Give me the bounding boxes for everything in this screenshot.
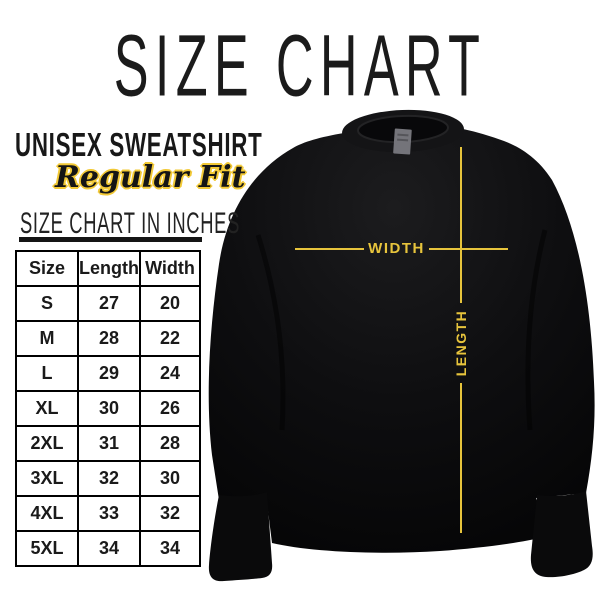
- length-cell: 34: [77, 530, 141, 567]
- table-heading-underline: [19, 237, 202, 242]
- product-subtitle: UNISEX SWEATSHIRT: [15, 126, 263, 164]
- width-cell: 22: [139, 320, 201, 357]
- table-row: L 29 24: [15, 355, 201, 392]
- table-row: 2XL 31 28: [15, 425, 201, 462]
- size-cell: 5XL: [15, 530, 79, 567]
- width-line-right-segment: [429, 248, 508, 250]
- length-cell: 29: [77, 355, 141, 392]
- length-measure-label: LENGTH: [453, 309, 469, 377]
- size-cell: L: [15, 355, 79, 392]
- width-cell: 20: [139, 285, 201, 322]
- size-cell: 4XL: [15, 495, 79, 532]
- size-table-header-row: Size Length Width: [15, 250, 201, 287]
- width-cell: 28: [139, 425, 201, 462]
- sweatshirt-body: [208, 110, 595, 553]
- width-column-header: Width: [139, 250, 201, 287]
- neck-tag-icon: [393, 128, 412, 155]
- table-row: 3XL 32 30: [15, 460, 201, 497]
- page-title: SIZE CHART: [113, 17, 487, 116]
- right-cuff: [530, 491, 593, 578]
- length-cell: 28: [77, 320, 141, 357]
- size-table: Size Length Width S 27 20 M 28 22 L 29 2…: [15, 250, 201, 567]
- length-line-top-segment: [460, 147, 462, 303]
- width-cell: 34: [139, 530, 201, 567]
- fit-label: Regular Fit: [55, 160, 246, 195]
- length-cell: 31: [77, 425, 141, 462]
- size-cell: M: [15, 320, 79, 357]
- left-cuff: [208, 492, 273, 582]
- table-row: XL 30 26: [15, 390, 201, 427]
- size-cell: 3XL: [15, 460, 79, 497]
- width-measure-label: WIDTH: [368, 240, 425, 257]
- size-cell: XL: [15, 390, 79, 427]
- table-row: 5XL 34 34: [15, 530, 201, 567]
- width-cell: 30: [139, 460, 201, 497]
- size-cell: 2XL: [15, 425, 79, 462]
- length-column-header: Length: [77, 250, 141, 287]
- length-line-bottom-segment: [460, 383, 462, 533]
- table-heading: SIZE CHART IN INCHES: [20, 207, 241, 240]
- table-row: 4XL 33 32: [15, 495, 201, 532]
- width-cell: 32: [139, 495, 201, 532]
- table-row: M 28 22: [15, 320, 201, 357]
- size-cell: S: [15, 285, 79, 322]
- sleeve-crease-left: [255, 234, 286, 431]
- width-cell: 26: [139, 390, 201, 427]
- width-cell: 24: [139, 355, 201, 392]
- length-cell: 30: [77, 390, 141, 427]
- length-cell: 27: [77, 285, 141, 322]
- width-line-left-segment: [295, 248, 364, 250]
- size-column-header: Size: [15, 250, 79, 287]
- length-cell: 33: [77, 495, 141, 532]
- table-row: S 27 20: [15, 285, 201, 322]
- sleeve-crease-right: [525, 229, 548, 431]
- length-cell: 32: [77, 460, 141, 497]
